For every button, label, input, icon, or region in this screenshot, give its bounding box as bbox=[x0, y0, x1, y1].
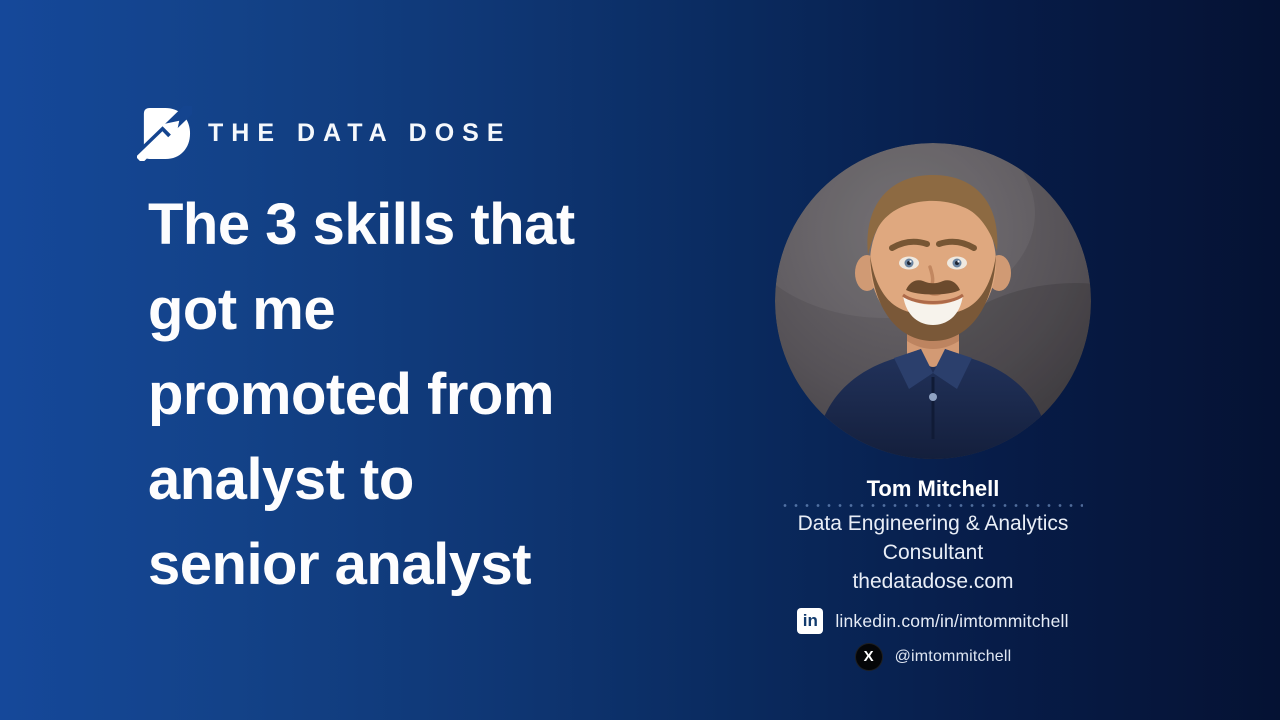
x-twitter-icon: X bbox=[854, 643, 883, 671]
linkedin-handle: linkedin.com/in/imtommitchell bbox=[835, 610, 1069, 631]
data-dose-d-arrow-icon bbox=[137, 106, 192, 161]
headline-line: senior analyst bbox=[148, 532, 532, 597]
website-link[interactable]: thedatadose.com bbox=[852, 570, 1014, 593]
linkedin-icon: in bbox=[797, 608, 824, 634]
headline: The 3 skills that got me promoted from a… bbox=[148, 182, 575, 607]
headline-line: got me bbox=[148, 277, 336, 342]
social-links: in linkedin.com/in/imtommitchell X @imto… bbox=[775, 608, 1091, 671]
person-title-line2: Consultant bbox=[882, 541, 984, 564]
person-name: Tom Mitchell bbox=[866, 476, 1000, 501]
headline-line: promoted from bbox=[148, 362, 554, 427]
headline-line: analyst to bbox=[148, 447, 414, 512]
linkedin-link-row[interactable]: in linkedin.com/in/imtommitchell bbox=[775, 608, 1091, 634]
headline-line: The 3 skills that bbox=[148, 192, 575, 257]
person-illustration bbox=[775, 143, 1091, 459]
author-panel: Tom Mitchell Data Engineering & Analytic… bbox=[775, 143, 1091, 671]
brand-wordmark: THE DATA DOSE bbox=[208, 119, 512, 147]
x-link-row[interactable]: X @imtommitchell bbox=[775, 643, 1091, 671]
x-handle: @imtommitchell bbox=[894, 648, 1012, 665]
brand-logo: THE DATA DOSE bbox=[137, 106, 512, 161]
person-title-line1: Data Engineering & Analytics bbox=[797, 512, 1069, 535]
dotted-divider bbox=[783, 504, 1083, 507]
profile-photo bbox=[775, 143, 1091, 459]
